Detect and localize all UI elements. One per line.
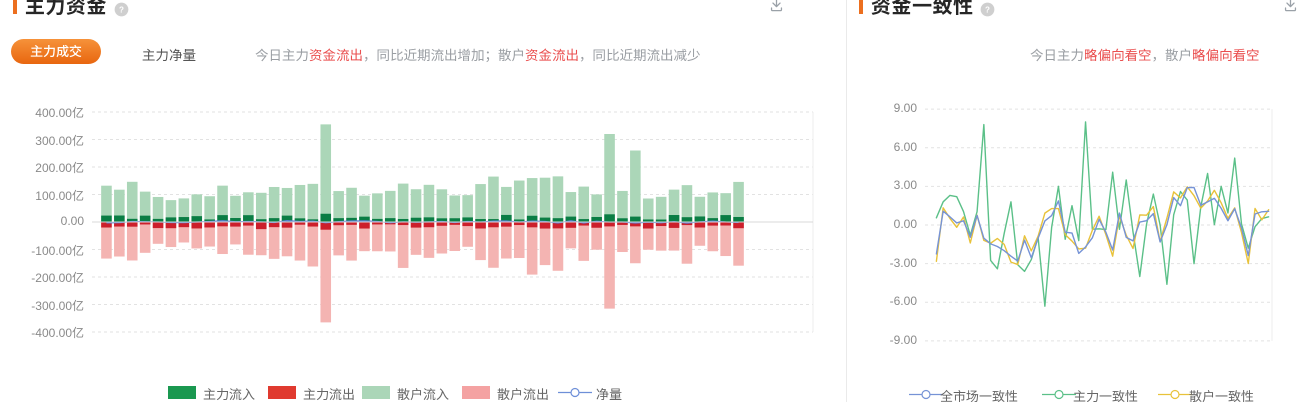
svg-text:?: ? — [119, 6, 124, 15]
svg-text:?: ? — [985, 6, 990, 15]
